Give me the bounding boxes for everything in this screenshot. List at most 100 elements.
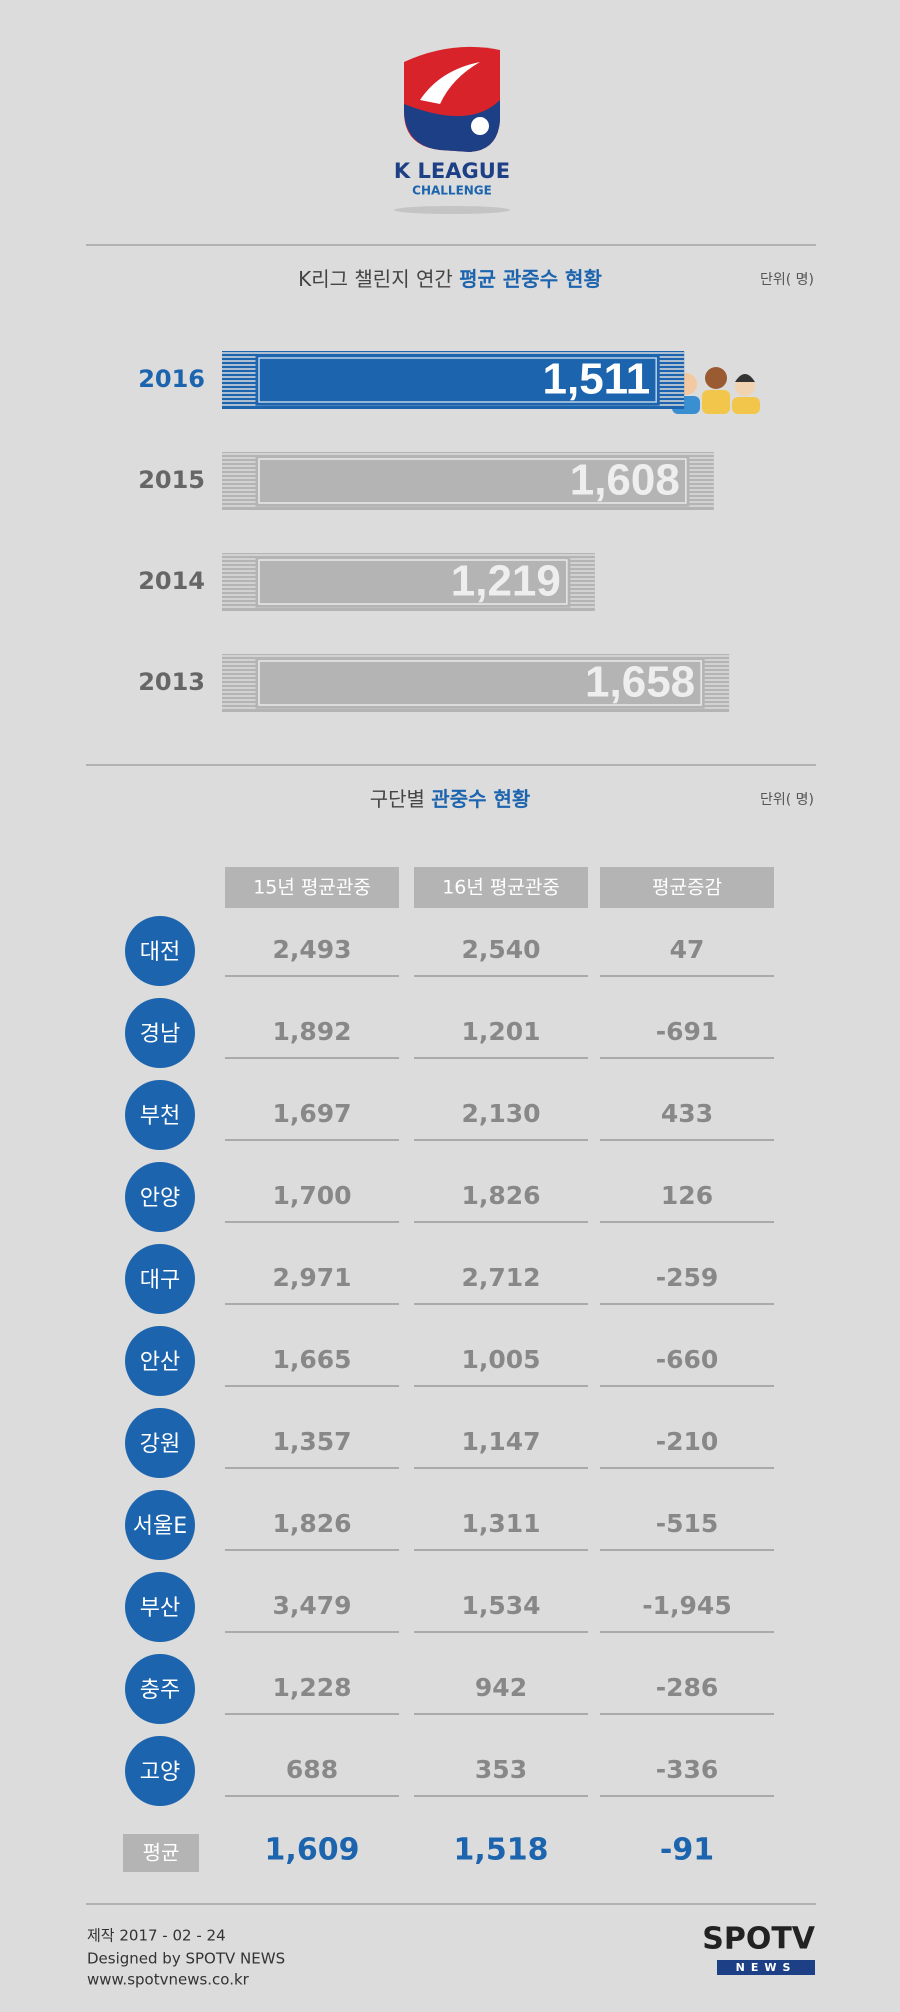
team-name: 대전	[140, 940, 180, 965]
bar-inner-border	[258, 660, 702, 706]
year-label: 2016	[138, 365, 205, 393]
chart-title: K리그 챌린지 연간 평균 관중수 현황	[298, 267, 602, 291]
header-cell	[600, 867, 774, 908]
bar-chart: 2016 1,511 2015 1,608 2014 1,219 2013 1,658	[138, 351, 730, 712]
bar-box	[255, 657, 705, 709]
team-name: 대구	[140, 1268, 180, 1293]
brand-bar	[717, 1960, 815, 1975]
team-name: 부산	[140, 1596, 180, 1621]
cell-value: -336	[656, 1755, 719, 1784]
average-value: -91	[660, 1833, 714, 1868]
footer-url: www.spotvnews.co.kr	[87, 1971, 250, 1989]
team-badge	[125, 1162, 195, 1232]
cell-value: -691	[656, 1017, 719, 1046]
header-text: 16년 평균관중	[442, 877, 560, 899]
cell-value: -660	[656, 1345, 719, 1374]
cell-value: 353	[475, 1755, 527, 1784]
cell-value: 1,357	[272, 1427, 351, 1456]
value-label: 1,658	[585, 658, 695, 707]
header-cell	[414, 867, 588, 908]
cell-value: 1,228	[272, 1673, 351, 1702]
value-label: 1,608	[570, 456, 680, 505]
team-name: 안양	[140, 1186, 180, 1211]
cell-value: 1,700	[272, 1181, 351, 1210]
average-label: 평균	[143, 1841, 180, 1865]
average-value: 1,609	[265, 1833, 360, 1868]
year-label: 2014	[138, 567, 205, 595]
table-title: 구단별 관중수 현황	[370, 787, 531, 811]
bar-inner-border	[258, 357, 657, 403]
header-text: 평균증감	[652, 877, 722, 899]
cell-value: 3,479	[272, 1591, 351, 1620]
header-cell	[225, 867, 399, 908]
logo: K LEAGUE CHALLENGE	[394, 46, 510, 214]
unit: 단위( 명)	[760, 792, 814, 808]
team-badge	[125, 1408, 195, 1478]
team-name: 안산	[140, 1350, 180, 1375]
cell-value: 2,971	[272, 1263, 351, 1292]
cell-value: 1,147	[461, 1427, 540, 1456]
team-name: 서울E	[133, 1514, 187, 1539]
bar-inner-border	[258, 458, 687, 504]
cell-value: 126	[661, 1181, 713, 1210]
cell-value: 2,712	[461, 1263, 540, 1292]
team-name: 충주	[140, 1678, 180, 1703]
title-text: K리그 챌린지 연간	[298, 267, 459, 291]
cell-value: 47	[670, 935, 705, 964]
team-badge	[125, 916, 195, 986]
cell-value: 688	[286, 1755, 338, 1784]
year-label: 2013	[138, 668, 205, 696]
cell-value: 942	[475, 1673, 527, 1702]
team-badge	[125, 998, 195, 1068]
cell-value: 1,005	[461, 1345, 540, 1374]
team-name: 강원	[140, 1432, 180, 1457]
cell-value: 2,540	[461, 935, 540, 964]
cell-value: 1,697	[272, 1099, 351, 1128]
unit: 단위( 명)	[760, 272, 814, 288]
bar-box	[255, 354, 660, 406]
cell-value: 1,201	[461, 1017, 540, 1046]
team-badge	[125, 1326, 195, 1396]
cell-value: 1,534	[461, 1591, 540, 1620]
logo-text: K LEAGUE	[394, 159, 510, 183]
year-label: 2015	[138, 466, 205, 494]
team-badge	[125, 1080, 195, 1150]
team-name: 경남	[140, 1022, 180, 1047]
cell-value: -515	[656, 1509, 719, 1538]
team-badge	[125, 1490, 195, 1560]
cell-value: 1,826	[461, 1181, 540, 1210]
cell-value: 2,130	[461, 1099, 540, 1128]
team-badge	[125, 1736, 195, 1806]
cell-value: 1,826	[272, 1509, 351, 1538]
cell-value: -259	[656, 1263, 719, 1292]
bar-box	[255, 455, 690, 507]
average-box	[123, 1834, 199, 1872]
cell-value: 1,665	[272, 1345, 351, 1374]
bar-box	[255, 556, 571, 608]
brand-logo: SPOTV	[702, 1922, 816, 1957]
brand-sub: NEWS	[736, 1961, 797, 1974]
team-name: 고양	[140, 1760, 180, 1785]
footer-designer: Designed by SPOTV NEWS	[87, 1950, 285, 1968]
cell-value: 433	[661, 1099, 713, 1128]
cell-value: 2,493	[272, 935, 351, 964]
team-badge	[125, 1654, 195, 1724]
footer-date: 제작 2017 - 02 - 24	[87, 1927, 226, 1945]
cell-value: 1,311	[461, 1509, 540, 1538]
cell-value: -210	[656, 1427, 719, 1456]
cell-value: 1,892	[272, 1017, 351, 1046]
logo-subtext: CHALLENGE	[412, 184, 492, 198]
average-value: 1,518	[454, 1833, 549, 1868]
value-label: 1,219	[451, 557, 561, 606]
title-text: 구단별	[370, 787, 432, 811]
bar-inner-border	[258, 559, 568, 605]
cell-value: -1,945	[642, 1591, 731, 1620]
team-badge	[125, 1572, 195, 1642]
header-text: 15년 평균관중	[253, 877, 371, 899]
value-label: 1,511	[543, 355, 651, 404]
cell-value: -286	[656, 1673, 719, 1702]
title-highlight: 평균 관중수 현황	[459, 267, 602, 291]
team-name: 부천	[140, 1104, 180, 1129]
